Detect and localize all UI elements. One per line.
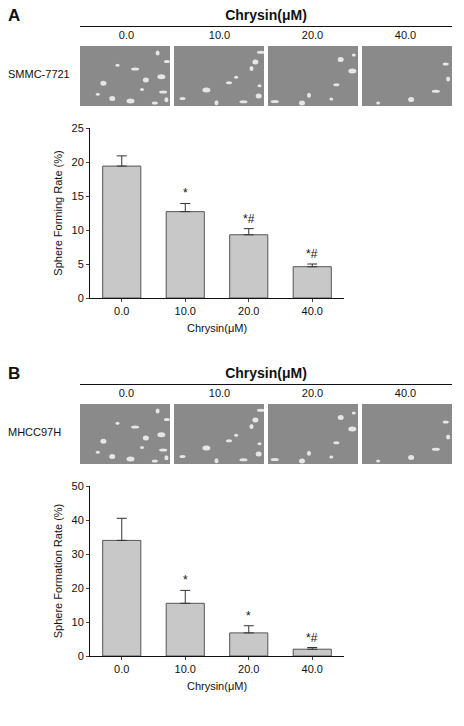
svg-text:20: 20 [72,582,84,594]
html-text:10.0: 10.0 [208,387,231,399]
html-text:0.0: 0.0 [118,387,135,399]
svg-text:20.0: 20.0 [238,663,259,675]
svg-text:40.0: 40.0 [302,305,323,317]
svg-text:0: 0 [78,650,84,662]
html-text:40.0: 40.0 [394,387,417,399]
html-text:10.0: 10.0 [208,29,231,41]
svg-text:Sphere Forming Rate (%): Sphere Forming Rate (%) [52,150,64,275]
svg-text:10: 10 [72,616,84,628]
svg-text:20: 20 [72,156,84,168]
html-text:20.0: 20.0 [301,387,324,399]
svg-text:0: 0 [78,292,84,304]
svg-text:40.0: 40.0 [302,663,323,675]
html-text:MHCC97H: MHCC97H [8,426,62,438]
html-text:Chrysin(μM): Chrysin(μM) [225,7,307,23]
svg-text:0.0: 0.0 [114,663,129,675]
svg-text:Chrysin(μM): Chrysin(μM) [187,680,247,692]
svg-text:*: * [246,609,251,623]
svg-text:0.0: 0.0 [114,305,129,317]
html-text:0.0: 0.0 [118,29,135,41]
html-text:A: A [8,6,21,25]
svg-text:*: * [183,186,188,200]
svg-text:*#: *# [306,247,318,261]
svg-text:15: 15 [72,190,84,202]
svg-text:Chrysin(μM): Chrysin(μM) [187,322,247,334]
svg-text:Sphere Formation Rate (%): Sphere Formation Rate (%) [52,504,64,639]
svg-text:30: 30 [72,548,84,560]
svg-text:10: 10 [72,224,84,236]
svg-text:50: 50 [72,480,84,492]
svg-text:5: 5 [78,258,84,270]
html-text:20.0: 20.0 [301,29,324,41]
html-text:40.0: 40.0 [394,29,417,41]
html-text:B: B [8,364,21,383]
svg-text:*#: *# [243,212,255,226]
svg-text:25: 25 [72,122,84,134]
svg-text:*#: *# [306,631,318,645]
html-text:Chrysin(μM): Chrysin(μM) [225,365,307,381]
svg-text:*: * [183,573,188,587]
svg-text:10.0: 10.0 [175,663,196,675]
svg-text:40: 40 [72,514,84,526]
svg-text:10.0: 10.0 [175,305,196,317]
svg-text:20.0: 20.0 [238,305,259,317]
html-text:SMMC-7721: SMMC-7721 [8,68,70,80]
